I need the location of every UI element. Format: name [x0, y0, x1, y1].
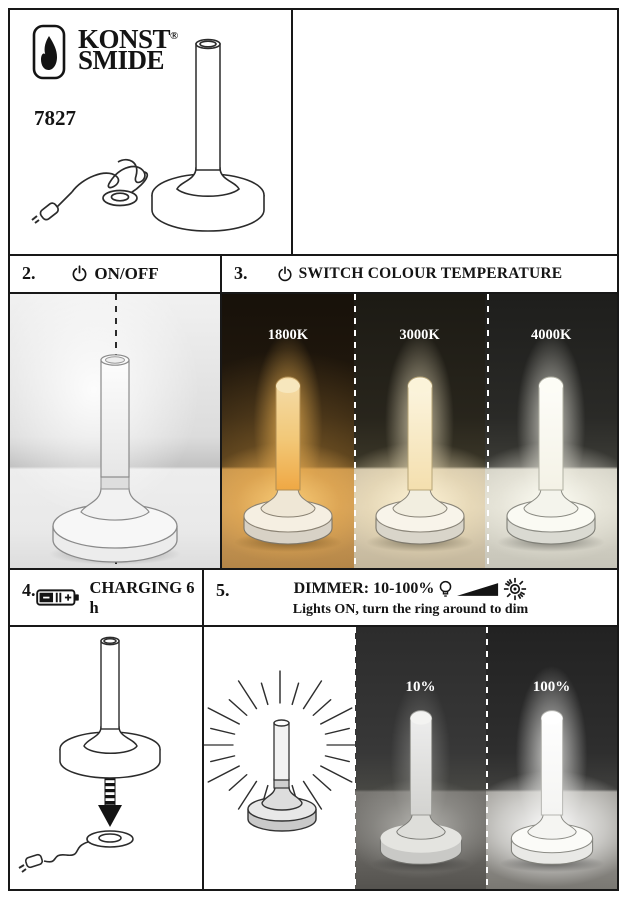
step4-title: CHARGING 6 h — [89, 577, 195, 617]
header-step3: 3. SWITCH COLOUR TEMPERATURE — [222, 255, 617, 292]
dim-label: 100% — [532, 679, 571, 695]
photo-onoff — [10, 293, 222, 569]
dashed-divider — [354, 627, 356, 889]
registered-mark: ® — [170, 30, 178, 42]
brand-line2: SMIDE — [78, 45, 165, 75]
lamp-photo-100 — [499, 710, 604, 873]
power-icon — [72, 265, 87, 282]
photo-3000k: 3000K — [353, 293, 486, 569]
lamp-photo-1800k — [233, 376, 342, 552]
lamp-photo-10 — [370, 710, 471, 873]
dim-label: 10% — [405, 679, 436, 695]
panel-dimmer-demo: 10% 100% — [204, 627, 617, 889]
dashed-divider — [354, 293, 356, 569]
panel-charging-drawing — [10, 627, 204, 889]
product-overview-drawing — [31, 38, 265, 232]
step5-number: 5. — [216, 580, 230, 601]
photo-strip-colour-temps: 1800K 3000K — [222, 293, 617, 569]
temp-label: 1800K — [267, 326, 308, 343]
manual-grid: KONST® SMIDE 7827 — [8, 8, 619, 891]
photo-dim-10: 10% — [355, 627, 486, 889]
photo-4000k: 4000K — [485, 293, 617, 569]
power-icon — [278, 266, 292, 281]
bulb-icon — [440, 580, 452, 597]
lamp-photo-off — [49, 353, 181, 565]
brand-line1: KONST — [78, 24, 171, 54]
dimming-sunburst-drawing — [204, 627, 364, 889]
step3-number: 3. — [234, 262, 248, 283]
flame-logo-icon — [32, 24, 66, 80]
dashed-divider — [487, 293, 489, 569]
charging-drawing — [18, 636, 161, 873]
sunburst-lamp-drawing — [204, 670, 364, 832]
step2-number: 2. — [22, 262, 36, 283]
dim-ramp-icon — [457, 582, 499, 596]
model-number: 7827 — [34, 106, 76, 130]
step4-number: 4. — [22, 580, 36, 601]
step5-title: DIMMER: 10-100% — [293, 580, 435, 598]
lamp-photo-3000k — [365, 376, 474, 552]
temp-label: 4000K — [531, 326, 572, 343]
photo-dim-100: 100% — [486, 627, 617, 889]
header-step4: 4. CHARGING 6 h — [10, 570, 204, 625]
battery-charging-icon — [36, 589, 79, 606]
brightness-burst-icon — [504, 578, 527, 601]
brand-name: KONST® SMIDE — [78, 24, 178, 74]
temp-label: 3000K — [399, 326, 440, 343]
panel-brand-overview: KONST® SMIDE 7827 — [10, 10, 293, 254]
step2-title: ON/OFF — [94, 263, 159, 283]
step5-subtitle: Lights ON, turn the ring around to dim — [292, 602, 529, 618]
step3-title: SWITCH COLOUR TEMPERATURE — [298, 264, 563, 282]
header-step5: 5. DIMMER: 10-100% — [204, 570, 617, 625]
lamp-photo-4000k — [497, 376, 606, 552]
dashed-divider — [486, 627, 488, 889]
header-step2: 2. ON/OFF — [10, 255, 222, 292]
konstsmide-logo: KONST® SMIDE — [32, 24, 178, 82]
photo-1800k: 1800K — [222, 293, 354, 569]
